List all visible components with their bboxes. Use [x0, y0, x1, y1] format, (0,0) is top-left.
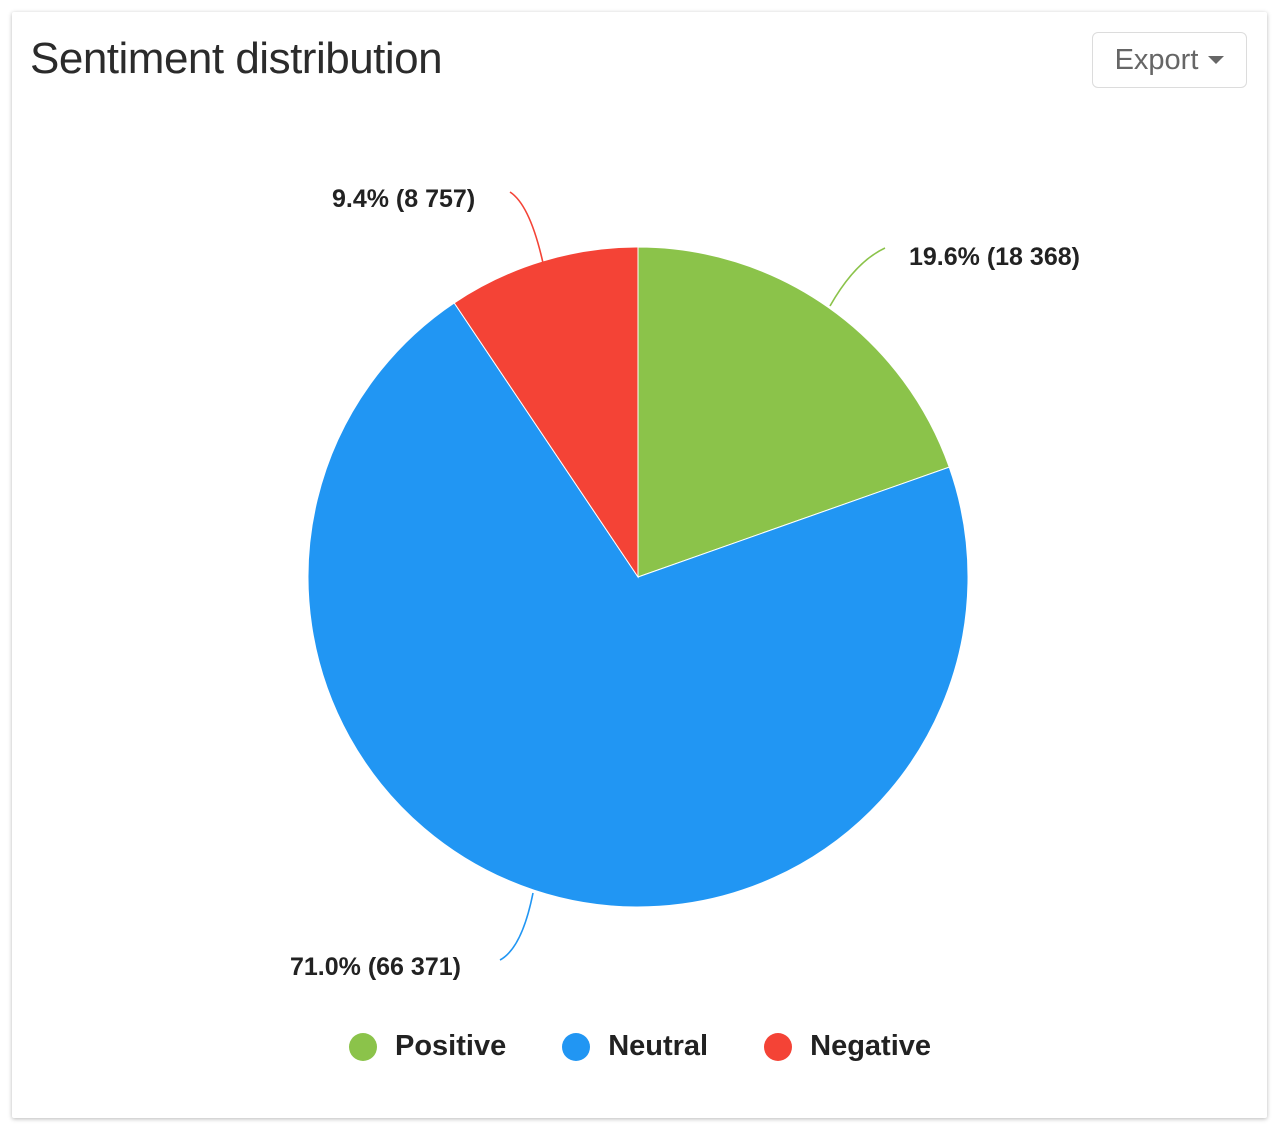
- legend-dot-icon: [348, 1032, 377, 1061]
- chart-title: Sentiment distribution: [30, 34, 443, 83]
- data-label-positive: 19.6% (18 368): [909, 243, 1080, 271]
- chart-legend: Positive Neutral Negative: [0, 1030, 1280, 1063]
- caret-down-icon: [1208, 56, 1225, 64]
- legend-item-neutral[interactable]: Neutral: [562, 1030, 708, 1063]
- connector-neutral: [499, 892, 534, 961]
- slice-neutral[interactable]: [307, 302, 969, 908]
- legend-dot-icon: [764, 1032, 793, 1061]
- legend-item-negative[interactable]: Negative: [764, 1030, 931, 1063]
- chart-card: Sentiment distribution Export: [12, 12, 1267, 1118]
- data-label-neutral: 71.0% (66 371): [290, 953, 461, 981]
- legend-item-positive[interactable]: Positive: [348, 1030, 507, 1063]
- data-label-negative: 9.4% (8 757): [332, 185, 475, 213]
- legend-label: Positive: [394, 1030, 507, 1062]
- legend-label: Neutral: [608, 1030, 709, 1062]
- legend-dot-icon: [562, 1032, 591, 1061]
- connector-positive: [829, 247, 886, 307]
- export-dropdown-button[interactable]: Export: [1092, 32, 1247, 88]
- connector-negative: [509, 191, 544, 264]
- legend-label: Negative: [810, 1030, 932, 1062]
- export-label: Export: [1114, 43, 1199, 76]
